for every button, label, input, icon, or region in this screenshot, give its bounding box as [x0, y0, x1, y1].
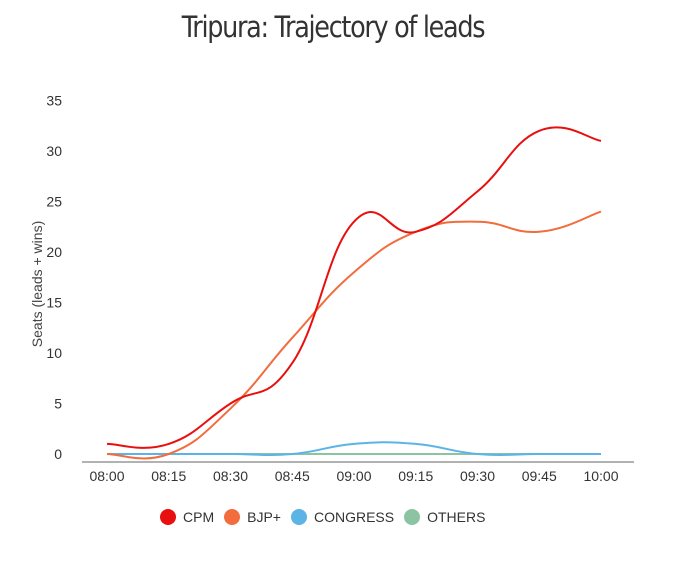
x-tick-label: 08:00 [89, 468, 124, 484]
y-tick-label: 5 [54, 396, 62, 412]
series-lines [106, 126, 602, 460]
y-tick-label: 15 [46, 295, 62, 311]
x-axis-ticks: 08:00 08:15 08:30 08:45 09:00 09:15 09:30 09:45… [89, 468, 618, 484]
y-axis-label: Seats (leads + wins) [29, 221, 45, 347]
x-tick-label: 09:15 [398, 468, 433, 484]
x-tick-label: 09:30 [460, 468, 495, 484]
y-tick-label: 0 [54, 446, 62, 462]
legend-label: CONGRESS [313, 509, 395, 525]
legend-swatch [160, 509, 176, 525]
x-tick-label: 08:30 [213, 468, 248, 484]
x-tick-label: 08:45 [275, 468, 310, 484]
x-tick-label: 09:00 [336, 468, 371, 484]
legend-item[interactable]: CPM [160, 509, 214, 525]
legend-label: BJP+ [247, 509, 281, 525]
legend-swatch [404, 509, 421, 525]
legend-item[interactable]: CONGRESS [290, 509, 395, 525]
legend-item[interactable]: BJP+ [224, 509, 281, 525]
y-tick-label: 10 [46, 345, 62, 361]
x-tick-label: 10:00 [583, 468, 618, 484]
legend-label: CPM [183, 509, 215, 525]
y-tick-label: 25 [46, 194, 62, 210]
y-tick-label: 30 [46, 143, 62, 159]
x-tick-label: 08:15 [151, 468, 186, 484]
y-axis-ticks: 0 5 10 15 20 25 30 35 [46, 93, 62, 463]
series-line-cpm [106, 126, 602, 449]
series-line-bjp- [106, 210, 602, 460]
x-tick-label: 09:45 [522, 468, 557, 484]
chart-legend: CPM BJP+ CONGRESS OTHERS [160, 509, 495, 525]
y-tick-label: 20 [46, 244, 62, 260]
legend-item[interactable]: OTHERS [404, 509, 485, 525]
chart-title: Tripura: Trajectory of leads [181, 10, 486, 44]
series-line-congress [106, 441, 601, 456]
legend-swatch [290, 509, 307, 525]
y-tick-label: 35 [46, 93, 62, 109]
legend-swatch [224, 509, 241, 525]
legend-label: OTHERS [427, 509, 486, 525]
